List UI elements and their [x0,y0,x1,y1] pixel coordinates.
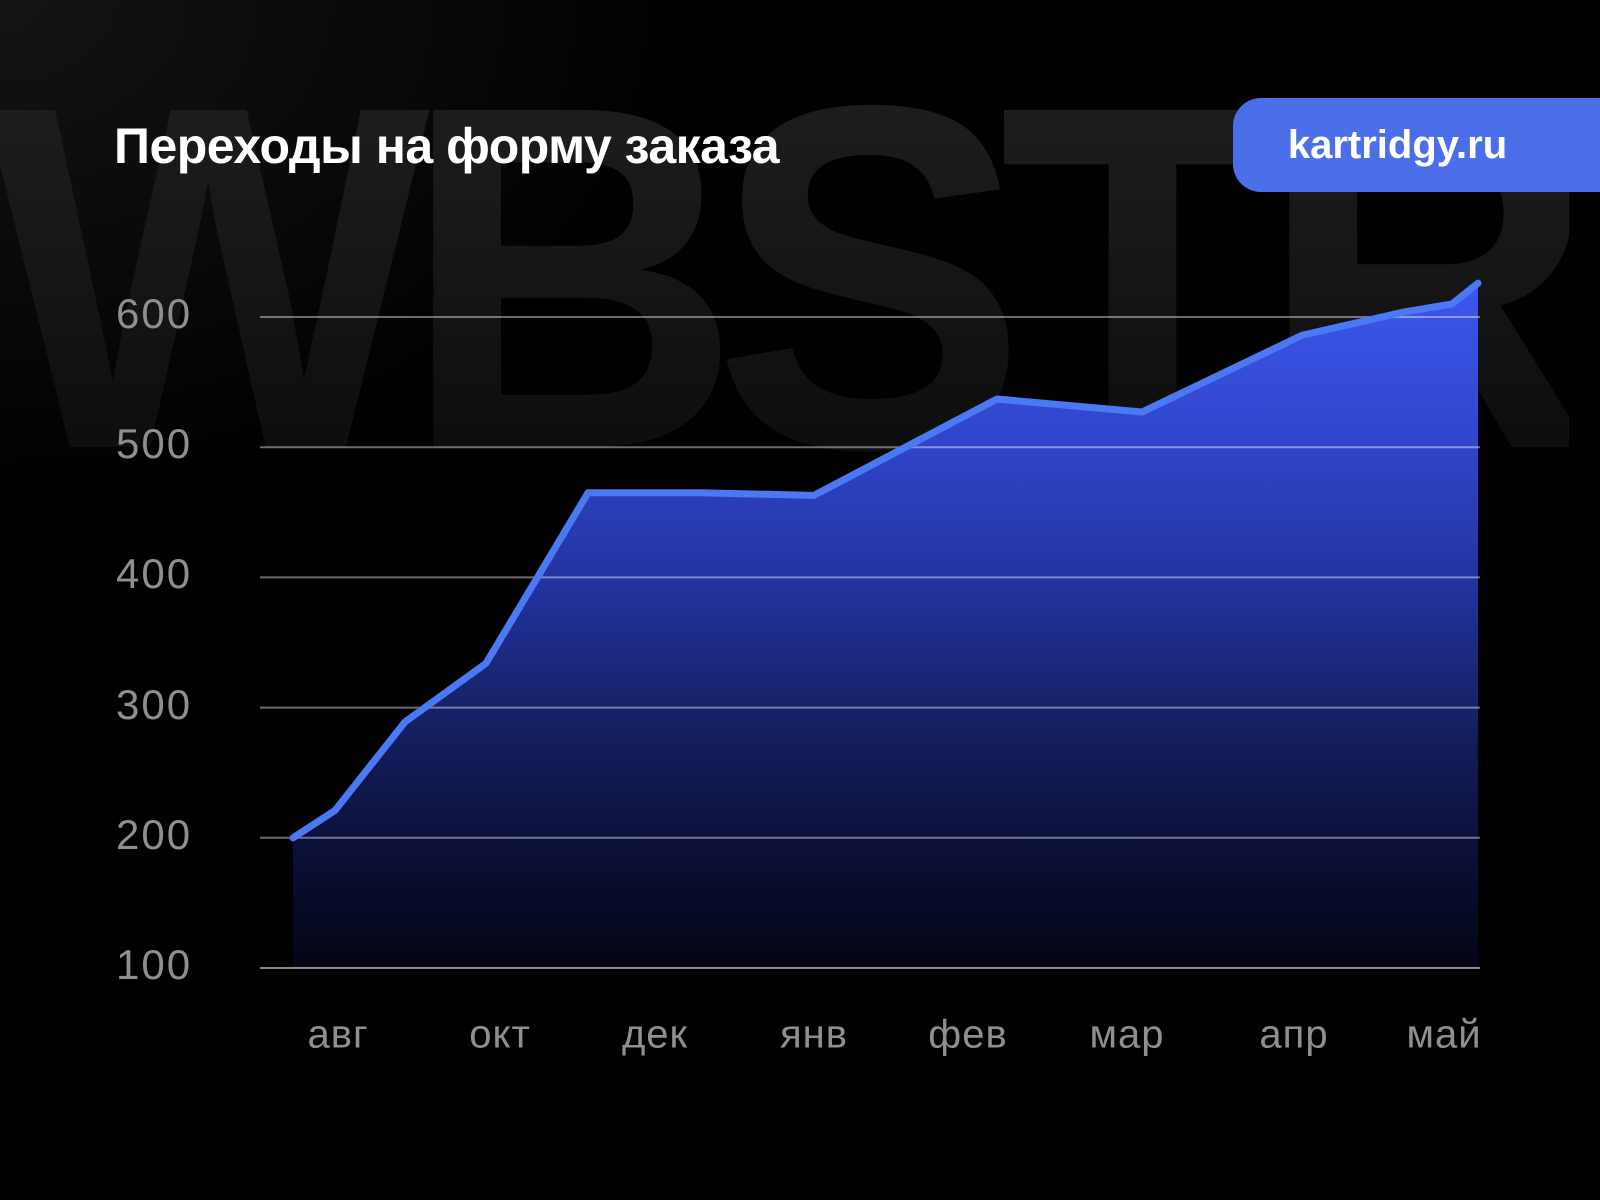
x-tick-label-окт: окт [469,1012,531,1057]
x-tick-label-авг: авг [307,1012,369,1057]
y-tick-label-300: 300 [116,680,193,728]
site-url-badge-label: kartridgy.ru [1287,122,1508,167]
y-tick-label-600: 600 [116,290,193,337]
x-tick-label-май: май [1406,1012,1482,1057]
x-tick-label-апр: апр [1259,1012,1329,1057]
y-tick-label-100: 100 [116,941,193,988]
x-tick-label-янв: янв [780,1012,848,1057]
area-series-fill [293,283,1478,968]
x-tick-label-фев: фев [928,1012,1008,1057]
x-tick-label-дек: дек [621,1012,689,1057]
y-tick-label-500: 500 [116,420,193,468]
y-tick-label-200: 200 [116,810,193,858]
x-tick-label-мар: мар [1089,1012,1165,1057]
page-title: Переходы на форму заказа [114,118,780,174]
y-tick-label-400: 400 [116,550,193,598]
line-series-stroke [289,279,1482,842]
site-url-badge[interactable]: kartridgy.ru [1233,98,1600,192]
